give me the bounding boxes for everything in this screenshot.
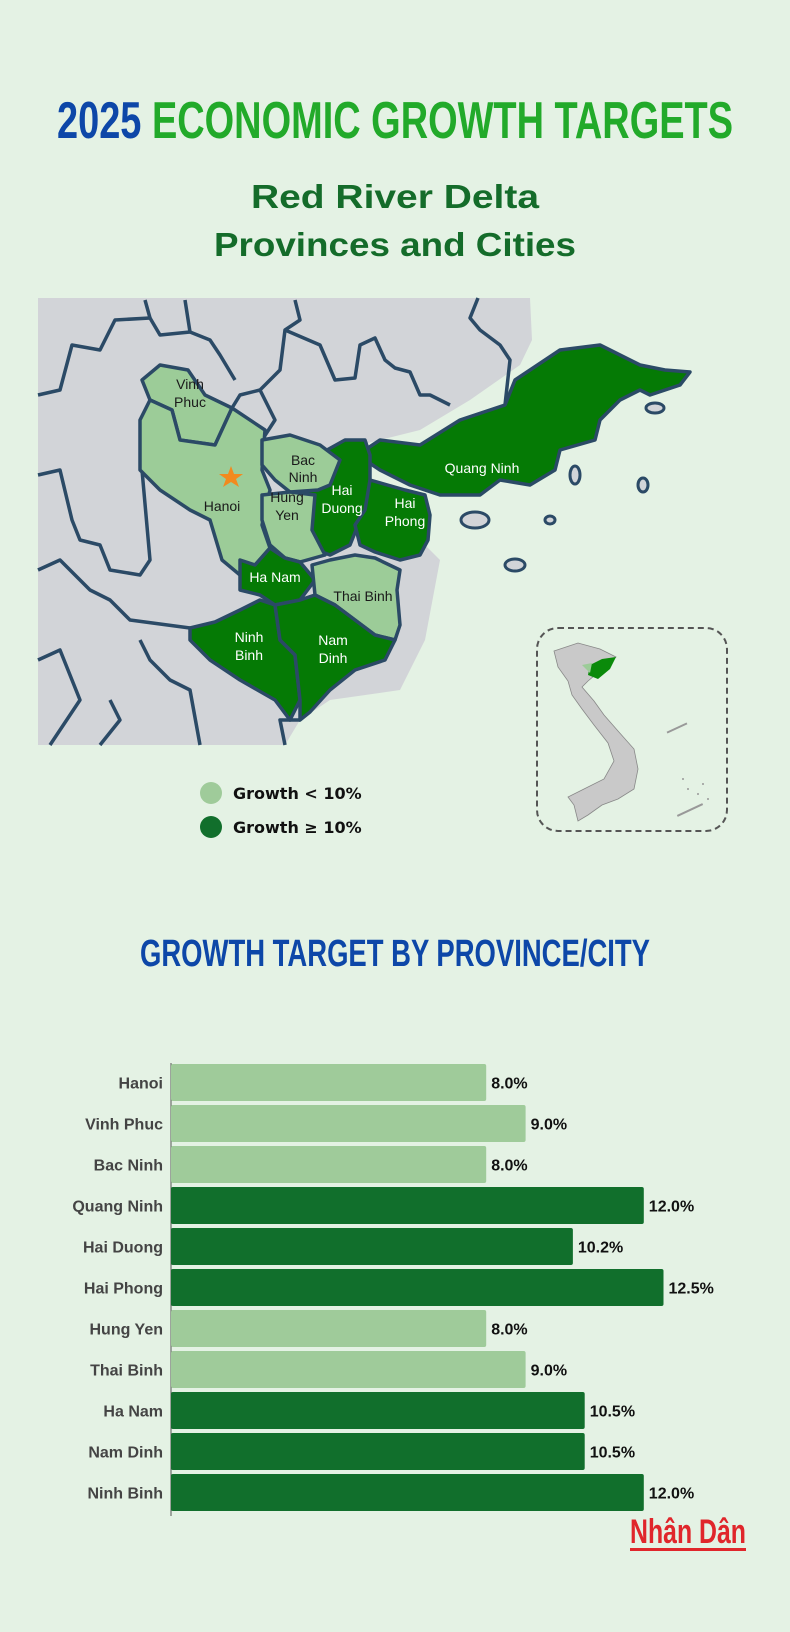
logo-underline [630,1548,746,1551]
label-ha-nam: Ha Nam [249,569,300,585]
label-dinh: Dinh [319,650,348,666]
category-label: Hai Duong [83,1240,163,1257]
bar-nam-dinh [171,1433,585,1470]
label-yen: Yen [275,507,299,523]
province-labels: Vinh Phuc Hanoi Bac Ninh Hung Yen Hai Du… [174,376,519,666]
legend-item-high: Growth ≥ 10% [200,816,362,838]
label-hung: Hung [270,489,303,505]
value-label: 8.0% [491,1076,527,1093]
value-label: 10.5% [590,1404,635,1421]
label-nam: Nam [318,632,348,648]
label-phuc: Phuc [174,394,206,410]
bar-thai-binh [171,1351,526,1388]
province-bac-ninh[interactable] [260,433,342,494]
province-quang-ninh[interactable] [363,343,692,497]
neighbor-borders [37,297,512,747]
islands-dots [666,722,709,817]
category-label: Nam Dinh [88,1445,163,1462]
value-label: 12.5% [669,1281,714,1298]
value-label: 8.0% [491,1322,527,1339]
legend-swatch-high [200,816,222,838]
label-ninh: Ninh [289,469,318,485]
bar-bac-ninh [171,1146,487,1183]
category-label: Thai Binh [90,1363,163,1380]
category-label: Vinh Phuc [85,1117,163,1134]
bar-ninh-binh [171,1474,644,1511]
value-label: 8.0% [491,1158,527,1175]
label-phong: Phong [385,513,425,529]
province-nam-dinh[interactable] [273,593,397,722]
value-label: 9.0% [531,1117,567,1134]
label-hanoi: Hanoi [204,498,241,514]
bar-hai-duong [171,1228,573,1265]
value-label: 10.5% [590,1445,635,1462]
bar-hanoi [171,1064,487,1101]
provinces [138,343,692,722]
vietnam-inset-map [536,627,728,832]
value-label: 12.0% [649,1199,694,1216]
page-title: 2025 ECONOMIC GROWTH TARGETS [57,92,733,150]
bar-ha-nam [171,1392,585,1429]
category-label: Bac Ninh [94,1158,163,1175]
category-label: Hanoi [119,1076,163,1093]
subtitle-line-2: Provinces and Cities [214,226,576,263]
label-quang-ninh: Quang Ninh [445,460,520,476]
label-thai-binh: Thai Binh [333,588,392,604]
legend-swatch-low [200,782,222,804]
province-hung-yen[interactable] [260,490,327,564]
bar-quang-ninh [171,1187,644,1224]
category-label: Ninh Binh [87,1486,163,1503]
legend-item-low: Growth < 10% [200,782,362,804]
label-binh: Binh [235,647,263,663]
legend-label-low: Growth < 10% [233,783,362,803]
value-label: 12.0% [649,1486,694,1503]
bar-hai-phong [171,1269,664,1306]
label-hai: Hai [331,482,352,498]
label-hai: Hai [394,495,415,511]
label-ninh: Ninh [235,629,264,645]
category-label: Hai Phong [84,1281,163,1298]
category-label: Quang Ninh [72,1199,163,1216]
regional-map: Vinh Phuc Hanoi Bac Ninh Hung Yen Hai Du… [37,297,692,747]
star-icon [219,466,243,487]
bar-hung-yen [171,1310,487,1347]
vietnam-outline [553,642,709,822]
bar-vinh-phuc [171,1105,526,1142]
subtitle-line-1: Red River Delta [251,178,540,215]
chart-title: GROWTH TARGET BY PROVINCE/CITY [140,933,650,975]
value-label: 10.2% [578,1240,623,1257]
legend-label-high: Growth ≥ 10% [233,817,362,837]
header: 2025 ECONOMIC GROWTH TARGETS Red River D… [57,92,733,263]
label-duong: Duong [321,500,362,516]
category-label: Hung Yen [90,1322,164,1339]
category-label: Ha Nam [103,1404,163,1421]
label-vinh: Vinh [176,376,204,392]
province-hai-phong[interactable] [353,478,432,562]
value-label: 9.0% [531,1363,567,1380]
label-bac: Bac [291,452,315,468]
logo-text: Nhân Dân [630,1513,746,1551]
